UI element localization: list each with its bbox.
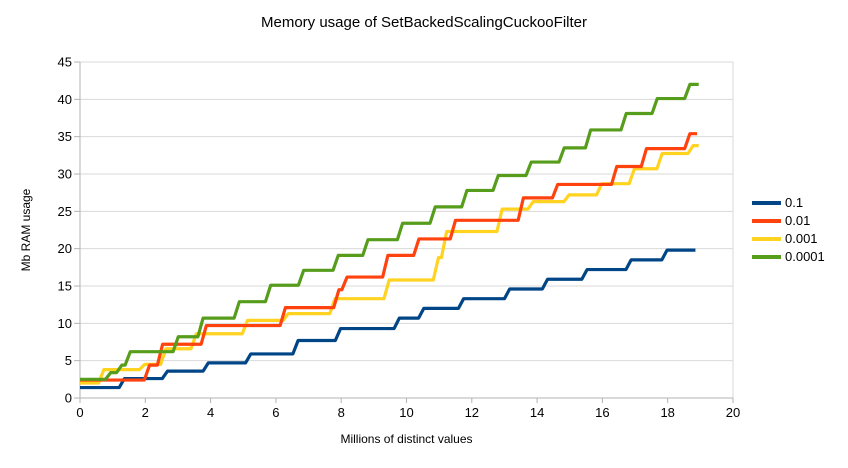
- legend-label: 0.001: [785, 231, 818, 246]
- x-tick-label: 16: [595, 405, 609, 420]
- x-tick-label: 20: [726, 405, 740, 420]
- y-tick-label: 5: [65, 353, 72, 368]
- y-tick-label: 30: [58, 167, 72, 182]
- legend-item-0.0001: 0.0001: [752, 248, 825, 266]
- x-tick-label: 18: [660, 405, 674, 420]
- x-tick-label: 0: [76, 405, 83, 420]
- legend-item-0.1: 0.1: [752, 194, 825, 212]
- x-tick-label: 6: [272, 405, 279, 420]
- series-line-0.01: [80, 132, 698, 382]
- legend-label: 0.1: [785, 195, 804, 210]
- legend-item-0.001: 0.001: [752, 230, 825, 248]
- x-tick-label: 8: [338, 405, 345, 420]
- legend-label: 0.0001: [785, 249, 825, 264]
- y-tick-label: 40: [58, 92, 72, 107]
- series-line-0.001: [80, 144, 699, 385]
- legend-swatch-0.01: [752, 219, 781, 223]
- y-tick-label: 25: [58, 204, 72, 219]
- x-axis-title: Millions of distinct values: [340, 432, 473, 446]
- series-line-0.0001: [80, 82, 699, 381]
- x-tick-label: 4: [207, 405, 214, 420]
- x-tick-label: 14: [530, 405, 544, 420]
- y-tick-label: 15: [58, 279, 72, 294]
- y-tick-label: 0: [65, 391, 72, 406]
- legend-swatch-0.1: [752, 201, 781, 205]
- y-tick-label: 45: [58, 55, 72, 70]
- x-tick-label: 2: [142, 405, 149, 420]
- x-tick-label: 10: [399, 405, 413, 420]
- chart-title: Memory usage of SetBackedScalingCuckooFi…: [261, 14, 587, 31]
- legend-item-0.01: 0.01: [752, 212, 825, 230]
- y-tick-label: 35: [58, 129, 72, 144]
- y-tick-label: 10: [58, 316, 72, 331]
- series-line-0.1: [80, 248, 696, 390]
- legend-label: 0.01: [785, 213, 811, 228]
- legend: 0.1 0.01 0.001 0.0001: [752, 194, 825, 266]
- legend-swatch-0.001: [752, 237, 781, 241]
- legend-swatch-0.0001: [752, 255, 781, 259]
- y-tick-label: 20: [58, 241, 72, 256]
- x-tick-label: 12: [465, 405, 479, 420]
